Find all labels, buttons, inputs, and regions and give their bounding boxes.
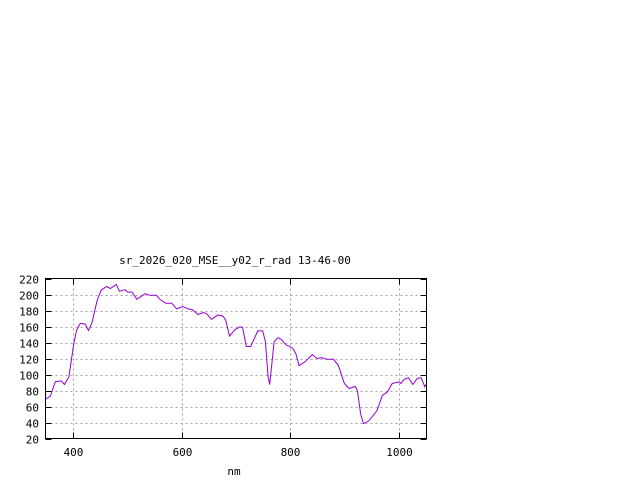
y-tick-label: 120 [19, 354, 39, 367]
x-tick-labels: 400 600 800 1000 [64, 446, 413, 459]
x-tick-label: 400 [64, 446, 84, 459]
x-tick-label: 1000 [386, 446, 413, 459]
grid [45, 278, 427, 439]
series-line [45, 283, 427, 425]
x-tick-label: 800 [281, 446, 301, 459]
x-tick-label: 600 [173, 446, 193, 459]
y-tick-label: 80 [26, 386, 39, 399]
ticks [45, 278, 427, 440]
plot-frame [45, 278, 427, 439]
y-tick-label: 180 [19, 306, 39, 319]
y-tick-label: 200 [19, 290, 39, 303]
y-tick-labels: 20 40 60 80 100 120 140 160 180 200 220 [19, 274, 39, 447]
y-tick-label: 220 [19, 274, 39, 287]
y-tick-label: 20 [26, 434, 39, 447]
x-axis-label: nm [227, 465, 241, 478]
y-tick-label: 40 [26, 418, 39, 431]
chart-title: sr_2026_020_MSE__y02_r_rad 13-46-00 [119, 254, 351, 267]
y-tick-label: 160 [19, 322, 39, 335]
y-tick-label: 60 [26, 402, 39, 415]
y-tick-label: 100 [19, 370, 39, 383]
y-tick-label: 140 [19, 338, 39, 351]
